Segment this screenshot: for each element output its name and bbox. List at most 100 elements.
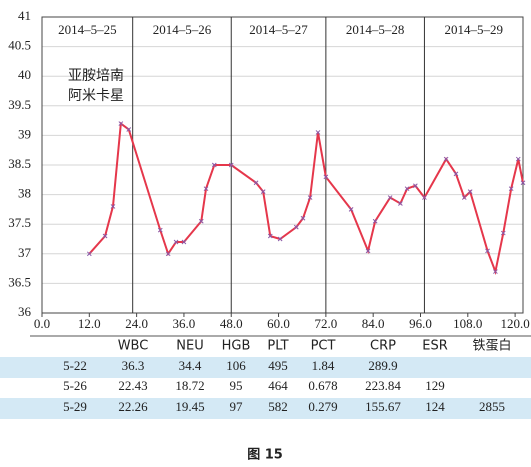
annotation: 亚胺培南 xyxy=(68,68,124,84)
y-tick-label: 36.5 xyxy=(8,274,31,289)
table-cell: 495 xyxy=(268,358,288,373)
table-cell: 36.3 xyxy=(122,358,145,373)
table-cell: 5-22 xyxy=(63,358,87,373)
table-cell: 2855 xyxy=(479,399,505,414)
marker xyxy=(198,218,204,224)
table-cell: 18.72 xyxy=(175,378,204,393)
x-tick-label: 72.0 xyxy=(314,316,337,331)
marker xyxy=(181,239,187,245)
table-cell: 0.279 xyxy=(308,399,337,414)
marker xyxy=(102,233,108,239)
caption: 图 15 xyxy=(247,448,283,463)
x-tick-label: 48.0 xyxy=(220,316,243,331)
marker xyxy=(515,156,521,162)
marker xyxy=(293,224,299,230)
x-tick-label: 60.0 xyxy=(267,316,290,331)
table-cell: 5-29 xyxy=(63,399,87,414)
marker xyxy=(86,251,92,257)
table-header: NEU xyxy=(176,339,203,354)
table-band xyxy=(0,398,531,419)
table-header: PLT xyxy=(267,339,288,354)
marker xyxy=(260,189,266,194)
table-cell: 0.678 xyxy=(308,378,337,393)
marker xyxy=(387,195,393,200)
marker xyxy=(253,180,259,186)
y-tick-label: 39 xyxy=(18,126,31,141)
marker xyxy=(126,127,132,132)
annotation: 阿米卡星 xyxy=(68,88,124,104)
table-cell: 129 xyxy=(425,378,445,393)
table-cell: 582 xyxy=(268,399,288,414)
marker xyxy=(398,201,403,206)
table-header: ESR xyxy=(422,339,448,354)
date-label: 2014–5–25 xyxy=(58,22,117,37)
table-cell: 124 xyxy=(425,399,445,414)
table-cell: 97 xyxy=(230,399,244,414)
table-cell: 22.43 xyxy=(118,378,147,393)
marker xyxy=(300,215,306,221)
date-label: 2014–5–28 xyxy=(346,22,405,37)
table-cell: 155.67 xyxy=(365,399,401,414)
marker xyxy=(485,248,490,254)
x-tick-label: 96.0 xyxy=(409,316,432,331)
y-tick-label: 36 xyxy=(18,304,32,319)
marker xyxy=(307,195,313,200)
y-tick-label: 37 xyxy=(18,245,32,260)
table-cell: 95 xyxy=(230,378,243,393)
date-label: 2014–5–27 xyxy=(249,22,308,37)
table-band xyxy=(0,357,531,378)
marker xyxy=(118,121,124,126)
marker xyxy=(267,233,273,239)
marker xyxy=(461,195,467,200)
table-cell: 289.9 xyxy=(368,358,397,373)
marker xyxy=(493,269,498,274)
table-cell: 223.84 xyxy=(365,378,401,393)
table-header: CRP xyxy=(370,339,396,354)
table-cell: 5-26 xyxy=(63,378,87,393)
marker xyxy=(277,236,283,242)
y-tick-label: 39.5 xyxy=(8,97,31,112)
marker xyxy=(365,248,371,254)
x-tick-label: 12.0 xyxy=(78,316,101,331)
x-tick-label: 36.0 xyxy=(173,316,196,331)
marker xyxy=(228,162,234,168)
marker xyxy=(211,162,217,168)
marker xyxy=(422,195,427,200)
table-header: HGB xyxy=(222,339,251,354)
y-tick-label: 38 xyxy=(18,186,31,201)
marker xyxy=(443,156,449,162)
y-tick-label: 41 xyxy=(18,8,31,23)
x-tick-label: 84.0 xyxy=(362,316,385,331)
marker xyxy=(453,171,459,177)
marker xyxy=(203,186,209,192)
table-header: 铁蛋白 xyxy=(472,338,511,354)
marker xyxy=(500,230,506,236)
date-label: 2014–5–29 xyxy=(444,22,503,37)
y-tick-label: 38.5 xyxy=(8,156,31,171)
line xyxy=(88,121,524,276)
y-tick-label: 37.5 xyxy=(8,215,31,230)
x-tick-label: 120.0 xyxy=(500,316,529,331)
table-cell: 1.84 xyxy=(312,358,335,373)
plot-frame xyxy=(41,16,524,314)
marker xyxy=(508,186,514,192)
y-tick-label: 40.5 xyxy=(8,38,31,53)
marker xyxy=(157,227,163,233)
table-cell: 106 xyxy=(226,358,246,373)
x-tick-label: 24.0 xyxy=(125,316,148,331)
table-cell: 34.4 xyxy=(179,358,202,373)
marker xyxy=(348,207,354,212)
marker xyxy=(315,130,321,135)
marker xyxy=(110,204,116,209)
table-cell: 464 xyxy=(268,378,288,393)
table-cell: 19.45 xyxy=(175,399,204,414)
y-tick-label: 40 xyxy=(18,67,31,82)
table-header: WBC xyxy=(118,339,149,354)
x-tick-label: 108.0 xyxy=(453,316,482,331)
date-label: 2014–5–26 xyxy=(153,22,212,37)
marker xyxy=(173,239,179,245)
marker xyxy=(404,186,410,192)
table-header: PCT xyxy=(311,339,336,354)
marker xyxy=(467,189,473,194)
